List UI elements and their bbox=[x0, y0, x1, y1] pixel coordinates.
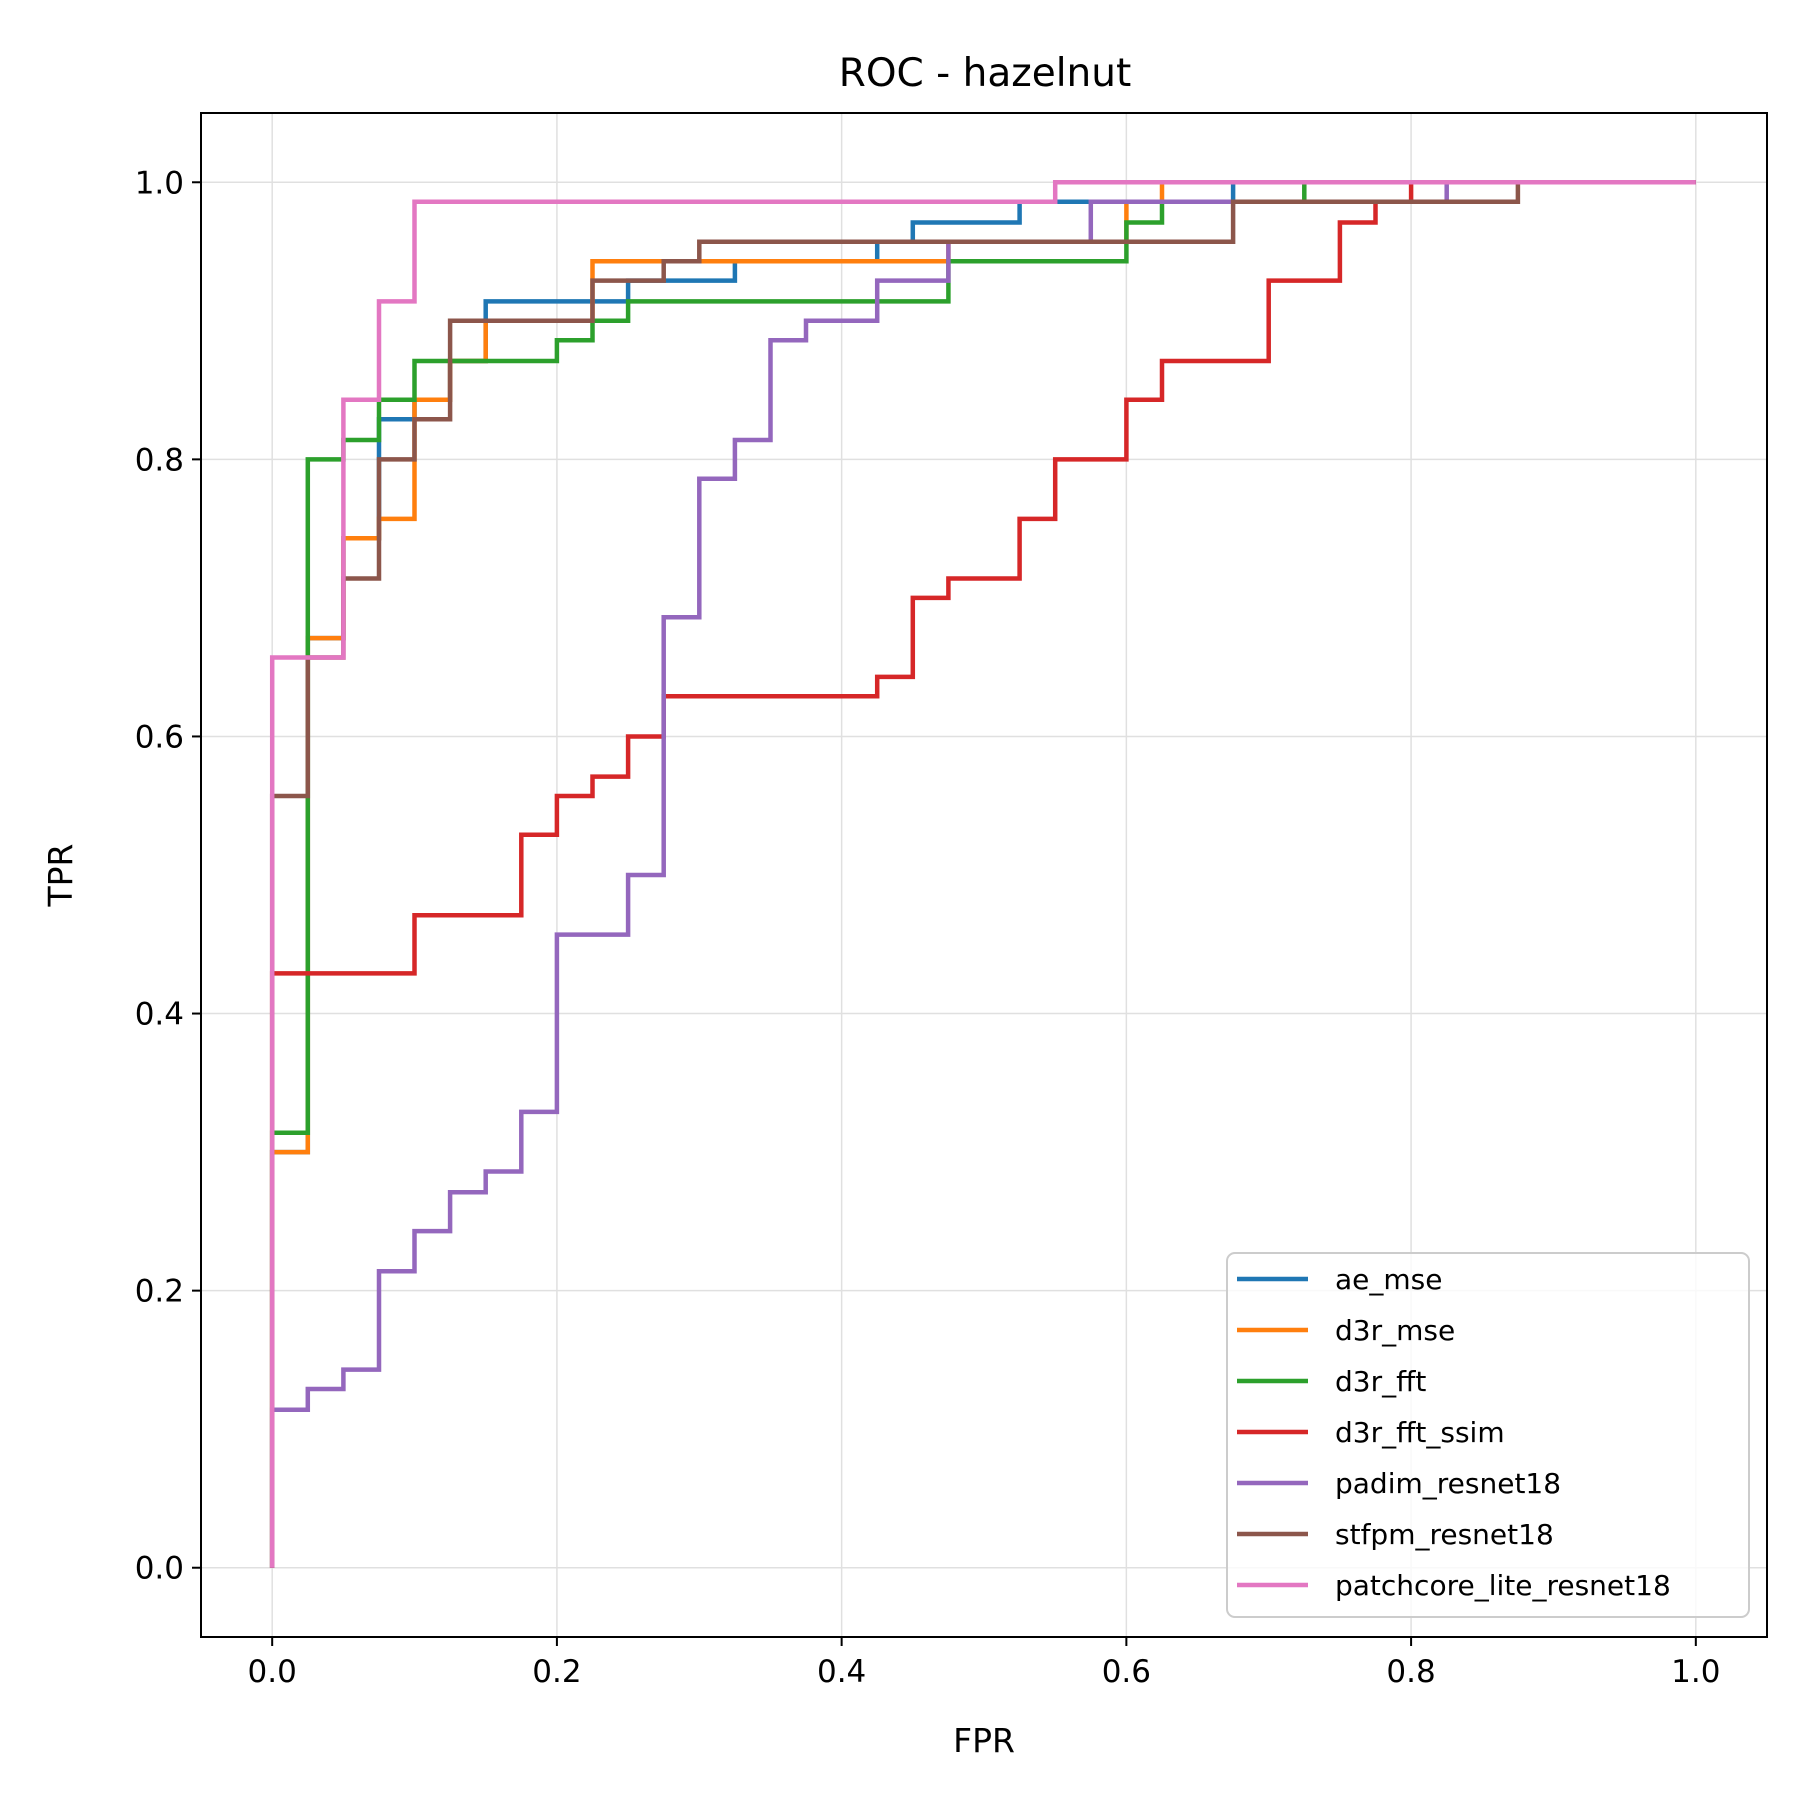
series-line-patchcore-lite-resnet18 bbox=[269, 180, 1696, 1568]
x-tick-label: 0.6 bbox=[1102, 1654, 1151, 1690]
y-tick-label: 0.0 bbox=[135, 1551, 184, 1587]
x-tick-label: 0.2 bbox=[532, 1654, 581, 1690]
y-axis-label: TPR bbox=[41, 844, 80, 908]
plot-frame bbox=[200, 112, 1768, 1638]
x-tick-label: 0.4 bbox=[817, 1654, 866, 1690]
legend-label: d3r_fft_ssim bbox=[1335, 1416, 1505, 1449]
y-tick-label: 0.2 bbox=[135, 1274, 184, 1310]
y-tick-label: 1.0 bbox=[135, 165, 184, 201]
series-line-padim-resnet18 bbox=[269, 180, 1696, 1568]
chart-title: ROC - hazelnut bbox=[839, 51, 1132, 96]
x-axis-label: FPR bbox=[953, 1721, 1015, 1760]
legend-label: stfpm_resnet18 bbox=[1335, 1518, 1554, 1551]
y-tick-label: 0.6 bbox=[135, 719, 184, 755]
y-tick-label: 0.4 bbox=[135, 997, 184, 1033]
legend-label: d3r_mse bbox=[1335, 1314, 1455, 1347]
x-tick-label: 0.0 bbox=[248, 1654, 297, 1690]
legend-label: padim_resnet18 bbox=[1335, 1467, 1561, 1500]
y-tick-label: 0.8 bbox=[135, 442, 184, 478]
legend-label: ae_mse bbox=[1335, 1263, 1442, 1296]
x-tick-label: 1.0 bbox=[1671, 1654, 1720, 1690]
series-line-d3r-fft-ssim bbox=[269, 180, 1696, 1568]
axis-ticks: 0.0 0.2 0.4 0.6 0.8 1.0 0.0 0.2 0.4 0.6 0.8 1.0 bbox=[135, 165, 1721, 1690]
legend-label: d3r_fft bbox=[1335, 1365, 1426, 1398]
x-tick-label: 0.8 bbox=[1386, 1654, 1435, 1690]
legend: ae_mse d3r_mse d3r_fft d3r_fft_ssim padim_re… bbox=[1226, 1252, 1750, 1618]
grid bbox=[201, 113, 1767, 1637]
legend-label: patchcore_lite_resnet18 bbox=[1335, 1569, 1671, 1602]
legend-frame bbox=[1226, 1252, 1750, 1618]
series-group bbox=[269, 180, 1696, 1568]
